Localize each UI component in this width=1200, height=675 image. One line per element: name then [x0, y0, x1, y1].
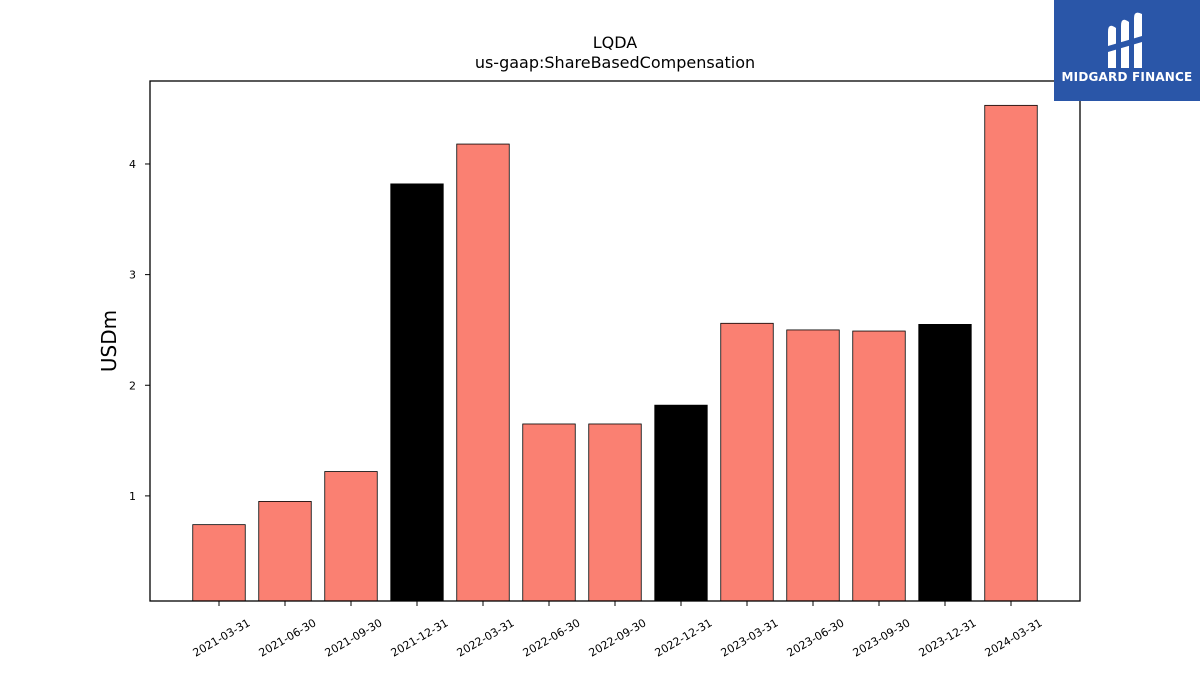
- chart-subtitle: us-gaap:ShareBasedCompensation: [475, 53, 755, 72]
- plot-frame: [149, 80, 1081, 602]
- midgard-finance-logo: MIDGARD FINANCE: [1054, 0, 1200, 101]
- x-tick-label: 2023-06-30: [785, 616, 847, 659]
- x-axis-ticks: 2021-03-31 2021-06-30 2021-09-30 2021-12-31…: [191, 601, 1045, 660]
- x-tick-label: 2022-03-31: [455, 616, 517, 659]
- midgard-logo-icon: [1108, 12, 1142, 69]
- x-tick-label: 2022-12-31: [653, 616, 715, 659]
- x-tick-label: 2021-09-30: [323, 616, 385, 659]
- x-tick-label: 2021-03-31: [191, 616, 253, 659]
- x-tick-label: 2023-12-31: [917, 616, 979, 659]
- bar-2023-12-31: [918, 324, 972, 602]
- y-tick-label: 4: [129, 158, 136, 171]
- bar-2023-06-30: [786, 329, 840, 602]
- bar-2023-09-30: [852, 330, 906, 602]
- y-axis-ticks: 1 2 3 4: [129, 158, 150, 503]
- bar-2023-03-31: [720, 322, 774, 602]
- bar-2024-03-31: [984, 104, 1038, 602]
- x-tick-label: 2021-12-31: [389, 616, 451, 659]
- y-tick-label: 2: [129, 379, 136, 392]
- bar-2021-12-31: [390, 183, 444, 602]
- bar-2022-09-30: [588, 423, 642, 602]
- x-tick-label: 2023-03-31: [719, 616, 781, 659]
- logo-text: MIDGARD FINANCE: [1061, 70, 1193, 84]
- x-tick-label: 2022-09-30: [587, 616, 649, 659]
- y-tick-label: 3: [129, 269, 136, 282]
- x-tick-label: 2024-03-31: [983, 616, 1045, 659]
- x-tick-label: 2023-09-30: [851, 616, 913, 659]
- bar-2021-09-30: [324, 471, 378, 602]
- x-tick-label: 2021-06-30: [257, 616, 319, 659]
- bar-2022-06-30: [522, 423, 576, 602]
- bars-group: [192, 104, 1038, 602]
- bar-2022-03-31: [456, 143, 510, 602]
- x-tick-label: 2022-06-30: [521, 616, 583, 659]
- y-tick-label: 1: [129, 490, 136, 503]
- y-axis-label: USDm: [97, 310, 121, 372]
- chart-title: LQDA: [593, 33, 638, 52]
- bar-2021-06-30: [258, 501, 312, 602]
- bar-2021-03-31: [192, 524, 246, 602]
- bar-2022-12-31: [654, 404, 708, 602]
